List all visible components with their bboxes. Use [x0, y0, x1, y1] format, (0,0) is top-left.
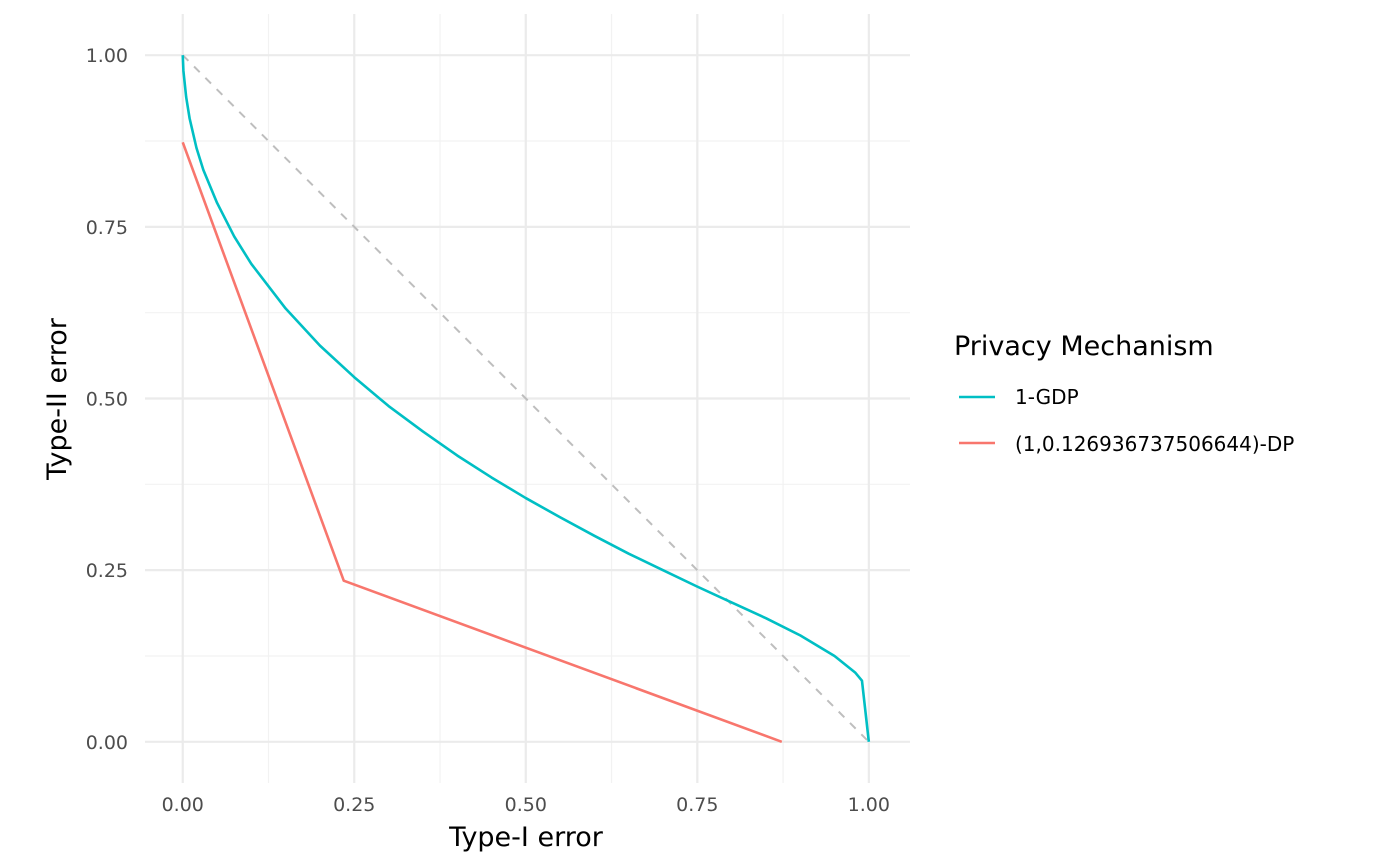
y-axis-title: Type-II error — [42, 317, 73, 481]
series-layer — [181, 55, 871, 744]
x-tick-label: 0.75 — [676, 794, 718, 816]
y-tick-label: 0.00 — [86, 732, 128, 754]
y-tick-label: 0.50 — [86, 389, 128, 411]
x-tick-label: 1.00 — [848, 794, 890, 816]
series-line-1-gdp — [181, 55, 871, 742]
x-axis-ticks: 0.00 0.25 0.50 0.75 1.00 — [162, 794, 890, 816]
y-tick-label: 0.25 — [86, 560, 128, 582]
major-gridlines — [145, 14, 910, 783]
reference-diagonal — [182, 54, 870, 743]
x-axis-title: Type-I error — [448, 822, 604, 853]
legend-label-1-gdp: 1-GDP — [1015, 385, 1079, 409]
legend-title: Privacy Mechanism — [954, 331, 1214, 362]
y-tick-label: 0.75 — [86, 217, 128, 239]
x-tick-label: 0.00 — [162, 794, 204, 816]
x-tick-label: 0.50 — [505, 794, 547, 816]
legend-label-dp: (1,0.126936737506644)-DP — [1015, 432, 1294, 456]
y-tick-label: 1.00 — [86, 45, 128, 67]
y-axis-ticks: 0.00 0.25 0.50 0.75 1.00 — [86, 45, 128, 754]
series-line-dp — [181, 141, 783, 744]
x-tick-label: 0.25 — [333, 794, 375, 816]
legend: Privacy Mechanism 1-GDP (1,0.12693673750… — [954, 331, 1294, 456]
reference-diagonal-line — [182, 54, 870, 743]
